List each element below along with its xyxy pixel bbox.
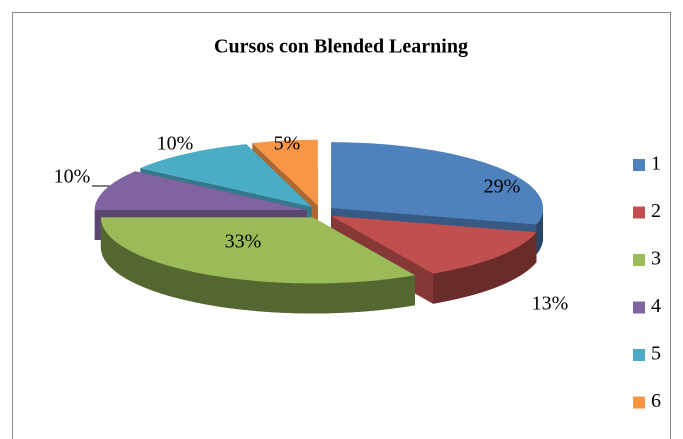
slice — [100, 217, 416, 314]
data-label: 10% — [54, 166, 91, 188]
legend-swatch — [633, 254, 645, 266]
pie — [94, 139, 544, 314]
slice — [331, 142, 544, 225]
slice — [331, 215, 537, 274]
slice — [100, 217, 416, 284]
slice — [140, 144, 312, 207]
legend-swatch — [633, 396, 645, 409]
legend-swatch — [633, 301, 645, 314]
legend-label: 3 — [651, 248, 661, 270]
data-label: 13% — [532, 293, 569, 315]
data-label: 29% — [484, 176, 521, 198]
chart-border — [12, 12, 671, 439]
data-label: 5% — [274, 133, 301, 155]
legend-label: 1 — [651, 153, 661, 175]
legend-label: 6 — [651, 390, 661, 412]
slice-wall — [536, 208, 544, 255]
slice — [252, 139, 318, 206]
legend-label: 4 — [651, 295, 661, 317]
slice-wall — [433, 232, 537, 304]
legend-swatch — [633, 159, 645, 171]
legend-label: 2 — [651, 200, 661, 222]
legend-swatch — [633, 206, 645, 219]
data-label: 10% — [157, 133, 194, 155]
legend-swatch — [633, 349, 645, 361]
slice — [94, 171, 307, 211]
chart-title: Cursos con Blended Learning — [214, 36, 468, 58]
data-label: 33% — [225, 231, 262, 253]
slice-wall — [100, 217, 416, 314]
legend-label: 5 — [651, 343, 661, 365]
